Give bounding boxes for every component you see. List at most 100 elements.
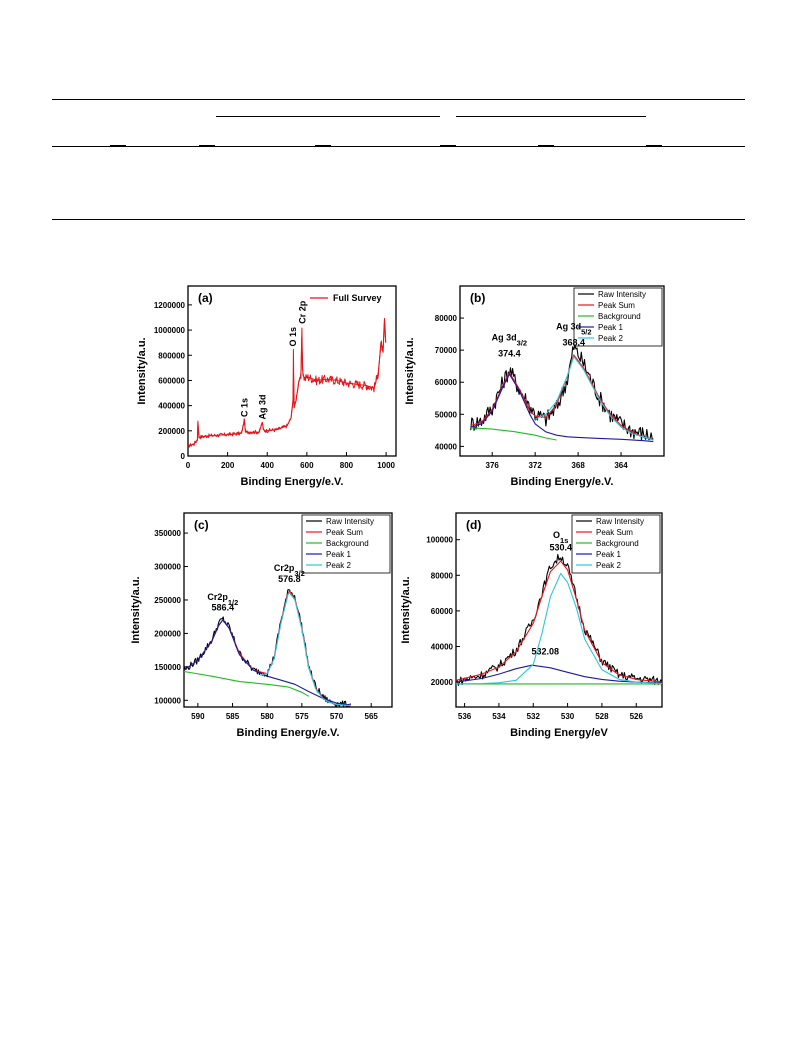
legend-entry-label: Peak Sum: [326, 528, 363, 537]
legend-entry-label: Peak 1: [326, 550, 351, 559]
x-tick-label: 372: [528, 461, 542, 470]
x-tick-label: 0: [186, 461, 191, 470]
x-tick-label: 200: [221, 461, 235, 470]
peak-annotation: C 1s: [239, 398, 249, 417]
x-tick-label: 532: [527, 712, 541, 721]
series-peak-sum-line: [456, 560, 662, 683]
plot-frame: [183, 512, 393, 708]
legend-entry-label: Peak 1: [596, 550, 621, 559]
peak-annotation: 532.08: [532, 646, 560, 656]
peak-annotation-subscript: 1s: [560, 535, 568, 544]
y-axis-label: Intensity/a.u.: [136, 337, 148, 404]
x-tick-label: 364: [614, 461, 628, 470]
x-axis-label: Binding Energy/e.V.: [241, 476, 344, 488]
x-tick-label: 800: [340, 461, 354, 470]
y-tick-label: 70000: [435, 346, 458, 355]
peak-annotation: Ag 3d3/2: [492, 333, 527, 348]
series-background-line: [470, 427, 557, 441]
x-tick-label: 400: [261, 461, 275, 470]
table-header-tick: [538, 145, 554, 147]
peak-annotation-subscript: 5/2: [581, 327, 591, 336]
legend-entry-label: Raw Intensity: [326, 517, 374, 526]
series-peak-1-line: [184, 619, 351, 706]
series-raw-intensity-line: [456, 554, 662, 686]
peak-annotation: 368.4: [563, 337, 586, 347]
y-tick-label: 80000: [435, 314, 458, 323]
series-peak-1-line: [470, 373, 654, 443]
peak-annotation: O 1s: [288, 327, 298, 347]
y-tick-label: 80000: [431, 571, 454, 580]
legend-entry-label: Peak 1: [598, 323, 623, 332]
peak-annotation: Ag 3d: [257, 394, 267, 419]
legend-entry-label: Peak 2: [326, 561, 351, 570]
y-tick-label: 1000000: [154, 326, 186, 335]
table-group-rule-2: [456, 116, 646, 117]
series-group: [188, 318, 387, 448]
series-peak-2-line: [260, 592, 351, 707]
series-full-survey-line: [188, 318, 387, 448]
y-tick-label: 150000: [154, 663, 181, 672]
peak-annotation: 576.8: [278, 574, 301, 584]
y-tick-label: 0: [181, 452, 186, 461]
plot-frame: [459, 285, 665, 457]
panel-label: (a): [198, 291, 213, 305]
series-full-survey-peaks-line: [188, 319, 387, 447]
series-group: [456, 554, 662, 686]
legend-entry-label: Peak 2: [596, 561, 621, 570]
series-raw-intensity-line: [470, 345, 654, 441]
x-tick-label: 580: [261, 712, 275, 721]
legend-entry-label: Peak Sum: [598, 301, 635, 310]
y-tick-label: 50000: [435, 410, 458, 419]
y-tick-label: 40000: [435, 442, 458, 451]
legend-entry-label: Raw Intensity: [598, 290, 646, 299]
x-axis-label: Binding Energy/e.V.: [237, 727, 340, 739]
series-peak-1-line: [456, 664, 662, 684]
x-tick-label: 1000: [377, 461, 395, 470]
peak-annotation-subscript: 3/2: [294, 569, 304, 578]
y-tick-label: 40000: [431, 642, 454, 651]
x-axis-label: Binding Energy/e.V.: [511, 476, 614, 488]
table-top-rule: [52, 99, 745, 100]
legend-box: [573, 287, 663, 347]
panel-label: (c): [194, 518, 209, 532]
panel-label: (b): [470, 291, 485, 305]
table-header-tick: [440, 145, 456, 147]
x-tick-label: 536: [458, 712, 472, 721]
xps-panel-a-full-survey: 0 200 400 600 800 1000 0 200000 400000 600000 8000…: [136, 285, 397, 488]
legend-entry-label: Background: [596, 539, 639, 548]
series-raw-intensity-line: [184, 589, 351, 707]
x-tick-label: 575: [295, 712, 309, 721]
y-tick-label: 300000: [154, 563, 181, 572]
xps-panel-c-cr2p: 590 585 580 575 570 565 100000 150000 200000 2500…: [130, 512, 393, 739]
x-tick-label: 376: [486, 461, 500, 470]
peak-annotation-subscript: 1/2: [228, 597, 238, 606]
x-tick-label: 600: [300, 461, 314, 470]
y-tick-label: 60000: [431, 607, 454, 616]
y-tick-label: 100000: [154, 696, 181, 705]
table-header-tick: [110, 145, 126, 147]
plot-group: 376 372 368 364 40000 50000 60000 70000 80000 Bin…: [404, 285, 665, 488]
plot-group: 0 200 400 600 800 1000 0 200000 400000 600000 8000…: [136, 285, 397, 488]
table-header-tick: [199, 145, 215, 147]
y-tick-label: 600000: [158, 376, 185, 385]
x-tick-label: 534: [492, 712, 506, 721]
series-peak-2-line: [534, 356, 654, 441]
peak-annotation: 374.4: [498, 349, 521, 359]
x-tick-label: 526: [630, 712, 644, 721]
series-peak-sum-line: [470, 354, 654, 441]
series-peak-sum-line: [184, 590, 351, 707]
plot-frame: [187, 285, 397, 457]
series-group: [184, 589, 351, 707]
y-tick-label: 350000: [154, 529, 181, 538]
table-bottom-rule: [52, 219, 745, 220]
y-tick-label: 20000: [431, 678, 454, 687]
legend-box: [571, 514, 661, 574]
peak-annotation-subscript: 3/2: [517, 338, 527, 347]
x-tick-label: 570: [330, 712, 344, 721]
peak-annotation: 530.4: [549, 542, 572, 552]
y-tick-label: 200000: [158, 427, 185, 436]
y-tick-label: 250000: [154, 596, 181, 605]
table-header-tick: [646, 145, 662, 147]
y-axis-label: Intensity/a.u.: [130, 576, 142, 643]
xps-panel-d-o1s: 536 534 532 530 528 526 20000 40000 60000 80000 10…: [400, 512, 663, 739]
